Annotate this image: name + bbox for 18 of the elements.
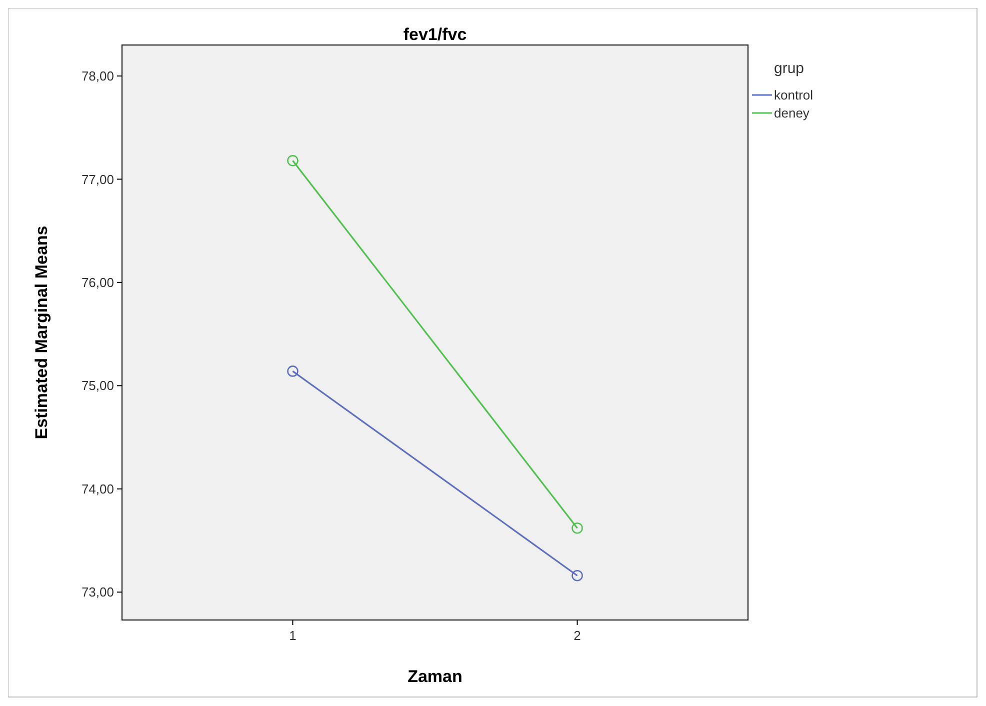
point [287, 154, 298, 166]
y-tick-label: 74,00 [81, 481, 114, 496]
point [572, 522, 583, 534]
y-tick-label: 78,00 [81, 68, 114, 84]
x-tick-label: 2 [574, 628, 581, 643]
point [572, 570, 583, 582]
y-tick-label: 75,00 [81, 378, 114, 394]
y-tick-label: 77,00 [81, 172, 114, 187]
point [287, 366, 298, 377]
x-tick-label: 1 [289, 628, 296, 643]
y-tick-label: 76,00 [81, 274, 114, 290]
legend-title: grup [774, 60, 804, 77]
chart-title: fev1/fvc [403, 25, 467, 44]
y-axis-title: Estimated Marginal Means [32, 226, 51, 440]
x-axis-title: Zaman [408, 667, 462, 686]
legend-label: deney [774, 106, 810, 121]
y-tick-label: 73,00 [81, 584, 114, 600]
legend-label: kontrol [774, 88, 814, 103]
